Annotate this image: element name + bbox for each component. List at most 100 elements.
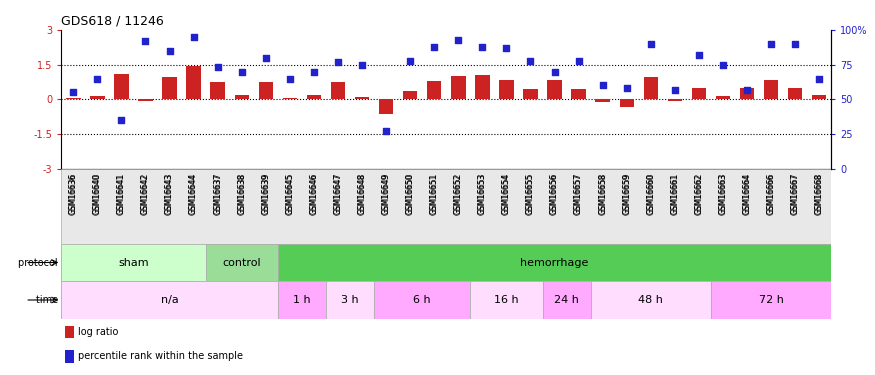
Bar xyxy=(788,88,802,99)
Bar xyxy=(90,96,105,99)
Bar xyxy=(523,89,538,99)
Text: GSM16656: GSM16656 xyxy=(550,172,559,214)
Text: percentile rank within the sample: percentile rank within the sample xyxy=(78,351,243,361)
Text: GSM16643: GSM16643 xyxy=(165,174,174,216)
Text: GSM16650: GSM16650 xyxy=(406,174,415,216)
Text: GSM16667: GSM16667 xyxy=(791,172,800,214)
Text: GSM16644: GSM16644 xyxy=(189,172,198,214)
Text: control: control xyxy=(222,258,261,267)
Point xyxy=(740,87,754,93)
Text: 72 h: 72 h xyxy=(759,295,783,305)
Bar xyxy=(278,244,831,281)
Bar xyxy=(61,281,278,319)
Point xyxy=(163,48,177,54)
Text: GSM16647: GSM16647 xyxy=(333,172,342,214)
Text: 48 h: 48 h xyxy=(639,295,663,305)
Bar xyxy=(307,95,321,99)
Point xyxy=(500,45,514,51)
Text: GSM16652: GSM16652 xyxy=(454,172,463,214)
Text: GSM16650: GSM16650 xyxy=(406,172,415,214)
Point xyxy=(259,55,273,61)
Point xyxy=(283,75,297,81)
Bar xyxy=(355,97,369,99)
Text: GSM16647: GSM16647 xyxy=(333,174,342,216)
Bar xyxy=(711,281,831,319)
Text: GSM16643: GSM16643 xyxy=(165,172,174,214)
Text: GSM16666: GSM16666 xyxy=(766,174,775,216)
Point xyxy=(90,75,104,81)
Text: GSM16662: GSM16662 xyxy=(695,174,704,215)
Bar xyxy=(452,76,466,99)
Bar xyxy=(668,99,682,100)
Text: GDS618 / 11246: GDS618 / 11246 xyxy=(61,15,164,27)
Bar xyxy=(65,350,74,363)
Text: GSM16641: GSM16641 xyxy=(117,172,126,214)
Text: GSM16637: GSM16637 xyxy=(214,172,222,214)
Text: GSM16640: GSM16640 xyxy=(93,172,102,214)
Text: GSM16660: GSM16660 xyxy=(647,172,655,214)
Bar xyxy=(163,77,177,99)
Text: 6 h: 6 h xyxy=(413,295,431,305)
Bar xyxy=(61,244,206,281)
Bar xyxy=(716,96,731,99)
Text: GSM16639: GSM16639 xyxy=(262,172,270,214)
Bar xyxy=(206,244,278,281)
Point xyxy=(644,41,658,47)
Text: GSM16640: GSM16640 xyxy=(93,174,102,216)
Text: GSM16666: GSM16666 xyxy=(766,172,775,214)
Point xyxy=(138,38,152,44)
Text: sham: sham xyxy=(118,258,149,267)
Text: GSM16636: GSM16636 xyxy=(69,174,78,216)
Text: GSM16657: GSM16657 xyxy=(574,172,583,214)
Bar xyxy=(379,99,394,114)
Text: GSM16646: GSM16646 xyxy=(310,172,318,214)
Bar xyxy=(591,281,711,319)
Text: GSM16653: GSM16653 xyxy=(478,174,487,216)
Text: GSM16662: GSM16662 xyxy=(695,172,704,214)
Text: GSM16654: GSM16654 xyxy=(502,174,511,216)
Text: GSM16655: GSM16655 xyxy=(526,172,535,214)
Bar xyxy=(596,99,610,102)
Text: GSM16658: GSM16658 xyxy=(598,172,607,214)
Point xyxy=(571,57,585,63)
Text: GSM16660: GSM16660 xyxy=(647,174,655,216)
Text: log ratio: log ratio xyxy=(78,327,119,337)
Bar xyxy=(283,98,298,99)
Text: GSM16648: GSM16648 xyxy=(358,174,367,215)
Bar xyxy=(542,281,591,319)
Bar xyxy=(374,281,471,319)
Bar xyxy=(138,99,153,100)
Point xyxy=(596,82,610,88)
Text: 3 h: 3 h xyxy=(341,295,359,305)
Text: GSM16649: GSM16649 xyxy=(382,174,390,216)
Point xyxy=(548,69,562,75)
Bar xyxy=(211,82,225,99)
Point xyxy=(66,89,80,95)
Text: GSM16663: GSM16663 xyxy=(718,172,727,214)
Text: GSM16659: GSM16659 xyxy=(622,174,631,216)
Bar xyxy=(66,98,80,99)
Text: GSM16652: GSM16652 xyxy=(454,174,463,215)
Bar xyxy=(259,82,273,99)
Point xyxy=(331,59,345,65)
Text: GSM16651: GSM16651 xyxy=(430,174,438,215)
Text: GSM16649: GSM16649 xyxy=(382,172,390,214)
Text: GSM16645: GSM16645 xyxy=(285,174,294,216)
Text: GSM16637: GSM16637 xyxy=(214,174,222,216)
Text: GSM16641: GSM16641 xyxy=(117,174,126,215)
Text: GSM16656: GSM16656 xyxy=(550,174,559,216)
Text: n/a: n/a xyxy=(161,295,178,305)
Point xyxy=(475,44,489,50)
Text: GSM16639: GSM16639 xyxy=(262,174,270,216)
Text: GSM16668: GSM16668 xyxy=(815,172,823,214)
Point xyxy=(764,41,778,47)
Bar xyxy=(326,281,374,319)
Text: GSM16664: GSM16664 xyxy=(743,172,752,214)
Text: time: time xyxy=(36,295,61,305)
Bar xyxy=(571,89,586,99)
Text: GSM16663: GSM16663 xyxy=(718,174,727,216)
Bar xyxy=(548,80,562,99)
Bar xyxy=(186,66,201,99)
Text: GSM16653: GSM16653 xyxy=(478,172,487,214)
Text: GSM16648: GSM16648 xyxy=(358,172,367,214)
